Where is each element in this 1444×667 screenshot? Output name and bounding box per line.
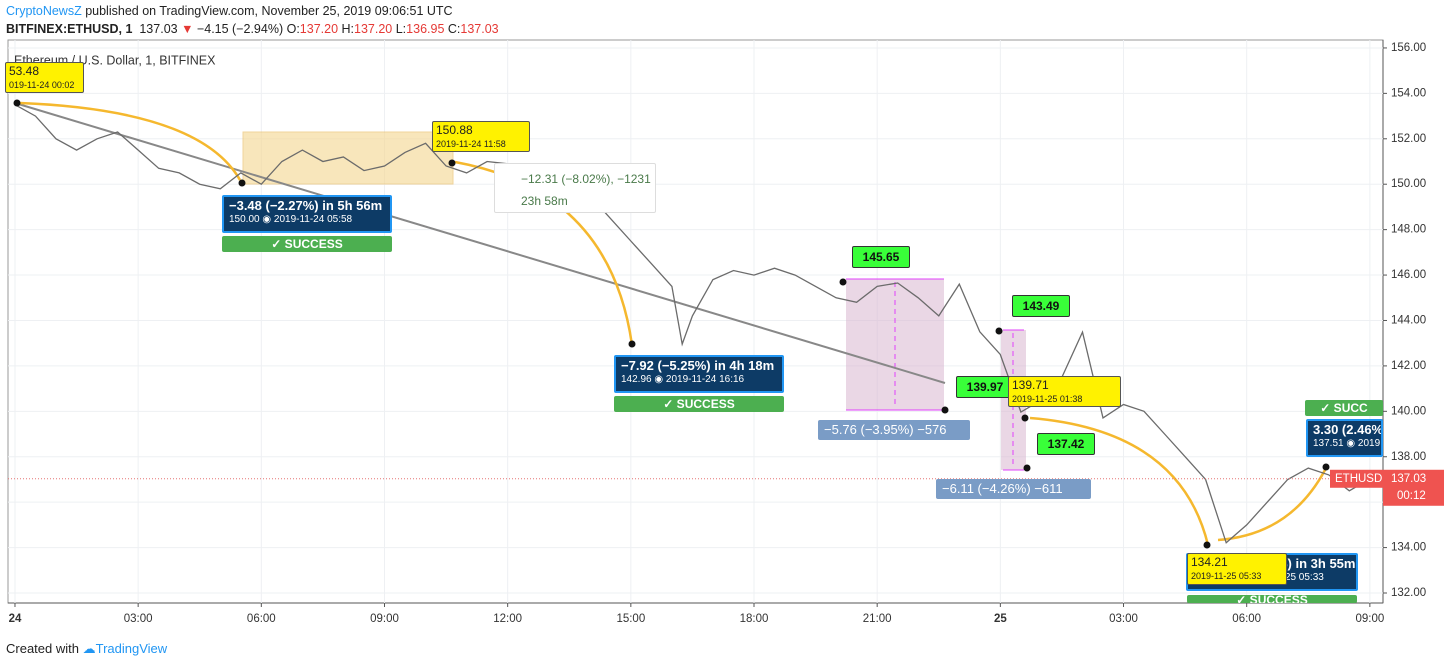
callout: −3.48 (−2.27%) in 5h 56m 150.00 ◉ 2019-11…	[222, 195, 392, 233]
callout-date: 2019-11-24 11:58	[436, 139, 506, 149]
brand-name[interactable]: TradingView	[95, 641, 168, 656]
curved-arrow	[1029, 416, 1210, 546]
callout: 53.48 019-11-24 00:02	[5, 62, 84, 93]
curved-arrow	[19, 101, 242, 181]
symbol-line: BITFINEX:ETHUSD, 1 137.03 ▼ −4.15 (−2.94…	[6, 22, 502, 36]
range-label: −5.76 (−3.95%) −576	[818, 420, 970, 440]
callout: −7.92 (−5.25%) in 4h 18m 142.96 ◉ 2019-11…	[614, 355, 784, 393]
callout: 134.21 2019-11-25 05:33	[1187, 553, 1287, 585]
callout-date: 2019-11-25 05:33	[1191, 571, 1262, 581]
price-label: 143.49	[1012, 295, 1070, 317]
publisher[interactable]: CryptoNewsZ	[6, 4, 82, 18]
ohlc-label: O:	[286, 22, 300, 36]
x-tick-label: 06:00	[1232, 613, 1261, 625]
footer: Created with ☁TradingView	[6, 641, 167, 657]
range-label: −6.11 (−4.26%) −611	[936, 479, 1091, 499]
y-tick-label: 142.00	[1391, 360, 1426, 372]
measure-duration: 23h 58m	[521, 194, 568, 208]
callout: 150.88 2019-11-24 11:58	[432, 121, 530, 152]
callout-price: 150.00	[229, 214, 260, 225]
y-tick-label: 156.00	[1391, 42, 1426, 54]
header-line: CryptoNewsZ published on TradingView.com…	[6, 4, 453, 18]
x-tick-label: 15:00	[616, 613, 645, 625]
x-tick-label: 25	[994, 613, 1007, 625]
y-tick-label: 132.00	[1391, 587, 1426, 599]
ohlc-value: 136.95	[406, 22, 445, 36]
callout-date: 2019-11-24 16:16	[665, 374, 745, 385]
measure-box: −12.31 (−8.02%), −1231 23h 58m	[494, 163, 656, 213]
price-label: 145.65	[852, 246, 910, 268]
callout-change: −7.92 (−5.25%) in 4h 18m	[621, 358, 775, 373]
last-price: 137.03	[1391, 473, 1426, 485]
change: −4.15 (−2.94%)	[196, 22, 284, 36]
y-tick-label: 140.00	[1391, 405, 1426, 417]
x-tick-label: 18:00	[740, 613, 769, 625]
ohlc-value: 137.20	[354, 22, 393, 36]
x-tick-label: 09:00	[370, 613, 399, 625]
y-tick-label: 138.00	[1391, 451, 1426, 463]
chart: 132.00134.00136.00138.00140.00142.00144.…	[7, 39, 1444, 625]
ohlc-label: H:	[341, 22, 355, 36]
callout-date: 1-25 05:33	[1276, 572, 1324, 583]
success-badge: ✓ SUCCESS	[614, 396, 784, 412]
ohlc-value: 137.20	[299, 22, 339, 36]
y-tick-label: 134.00	[1391, 542, 1426, 554]
x-tick-label: 21:00	[863, 613, 892, 625]
x-tick-label: 24	[9, 613, 22, 625]
y-tick-label: 152.00	[1391, 133, 1426, 145]
callout-price: 150.88	[436, 123, 473, 137]
plot-frame	[7, 39, 1384, 604]
x-tick-label: 09:00	[1355, 613, 1384, 625]
callout-date: 2019-11-25 01:38	[1012, 394, 1083, 404]
symbol: BITFINEX:ETHUSD, 1	[6, 22, 133, 36]
callout: 139.71 2019-11-25 01:38	[1008, 376, 1121, 407]
range-box	[242, 131, 454, 185]
created-with: Created with	[6, 641, 79, 656]
callout-price: 53.48	[9, 64, 40, 78]
callout-price: 137.51	[1313, 438, 1344, 449]
price-label: 137.42	[1037, 433, 1095, 455]
last: 137.03	[139, 22, 178, 36]
x-tick-label: 03:00	[124, 613, 153, 625]
callout: 3.30 (2.46% 137.51 ◉ 2019	[1306, 419, 1383, 457]
y-tick-label: 154.00	[1391, 87, 1426, 99]
countdown: 00:12	[1397, 490, 1426, 502]
brand[interactable]: ☁TradingView	[82, 641, 168, 656]
x-tick-label: 03:00	[1109, 613, 1138, 625]
last-label: ETHUSD	[1335, 473, 1382, 485]
callout-price: 142.96	[621, 374, 652, 385]
ohlc: O:137.20 H:137.20 L:136.95 C:137.03	[287, 22, 503, 36]
price-line	[14, 104, 1371, 544]
callout-change: −3.48 (−2.27%) in 5h 56m	[229, 198, 383, 213]
ohlc-label: C:	[447, 22, 461, 36]
curved-arrow	[454, 160, 634, 346]
callout-change: 3.30 (2.46%	[1313, 422, 1383, 437]
callout-price: 139.71	[1012, 378, 1049, 392]
x-tick-label: 06:00	[247, 613, 276, 625]
published: published on TradingView.com, November 2…	[85, 4, 453, 18]
callout-date: 2019	[1357, 438, 1381, 449]
success-badge: ✓ SUCCESS	[1187, 595, 1357, 603]
callout-change: %) in 3h 55m	[1276, 556, 1356, 571]
last-price-bg	[1383, 469, 1444, 506]
callout-price: 134.21	[1191, 555, 1228, 569]
y-tick-label: 148.00	[1391, 224, 1426, 236]
curved-arrow	[1217, 469, 1327, 542]
success-badge: ✓ SUCC	[1305, 400, 1383, 416]
anchor-points	[13, 99, 1330, 549]
trend-line	[14, 102, 946, 384]
x-tick-label: 12:00	[493, 613, 522, 625]
callout-date: 2019-11-24 05:58	[273, 214, 353, 225]
last-label-bg	[1330, 469, 1383, 488]
y-tick-label: 146.00	[1391, 269, 1426, 281]
ohlc-value: 137.03	[460, 22, 499, 36]
callout-date: 019-11-24 00:02	[9, 80, 75, 90]
y-tick-label: 150.00	[1391, 178, 1426, 190]
price-label: 139.97	[956, 376, 1014, 398]
success-badge: ✓ SUCCESS	[222, 236, 392, 252]
measure-change: −12.31 (−8.02%), −1231	[521, 172, 651, 186]
ohlc-label: L:	[395, 22, 407, 36]
y-tick-label: 144.00	[1391, 315, 1426, 327]
